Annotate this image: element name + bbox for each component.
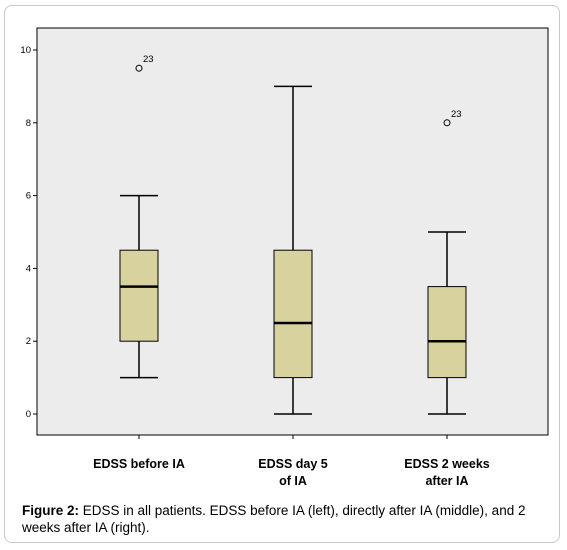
iqr-box (273, 249, 313, 379)
box-group: 23 (427, 109, 467, 415)
y-tick-label: 6 (26, 191, 31, 202)
outlier-point (443, 119, 451, 127)
y-axis: 0 2 4 6 8 10 (20, 45, 37, 420)
iqr-box (119, 249, 159, 342)
caption-label: Figure 2: (22, 503, 80, 518)
iqr-box (427, 286, 467, 379)
outlier-label: 23 (143, 54, 154, 65)
boxes: 23 23 (119, 54, 467, 415)
outlier-point (135, 64, 143, 72)
box-group (273, 85, 313, 415)
box-group: 23 (119, 54, 159, 379)
x-category-label: EDSS day 5 of IA (258, 457, 328, 488)
x-category-label-line: EDSS day 5 (258, 457, 328, 471)
x-category-label-line: after IA (425, 474, 468, 488)
x-axis-categories: EDSS before IA EDSS day 5 of IA EDSS 2 week… (93, 435, 490, 488)
boxplot-chart: 0 2 4 6 8 10 23 23 EDSS before IA EDSS day 5 of … (20, 27, 549, 488)
x-category-label-line: of IA (279, 474, 307, 488)
x-category-label: EDSS before IA (93, 457, 185, 471)
x-category-label-line: EDSS before IA (93, 457, 185, 471)
x-category-label-line: EDSS 2 weeks (404, 457, 490, 471)
x-category-label: EDSS 2 weeks after IA (404, 457, 490, 488)
y-tick-label: 8 (26, 118, 31, 129)
y-tick-label: 2 (26, 336, 31, 347)
figure-caption: Figure 2: EDSS in all patients. EDSS bef… (22, 502, 552, 536)
caption-text: EDSS in all patients. EDSS before IA (le… (22, 503, 526, 535)
y-tick-label: 10 (20, 45, 31, 56)
y-tick-label: 4 (26, 263, 31, 274)
y-tick-label: 0 (26, 409, 31, 420)
outlier-label: 23 (451, 109, 462, 120)
